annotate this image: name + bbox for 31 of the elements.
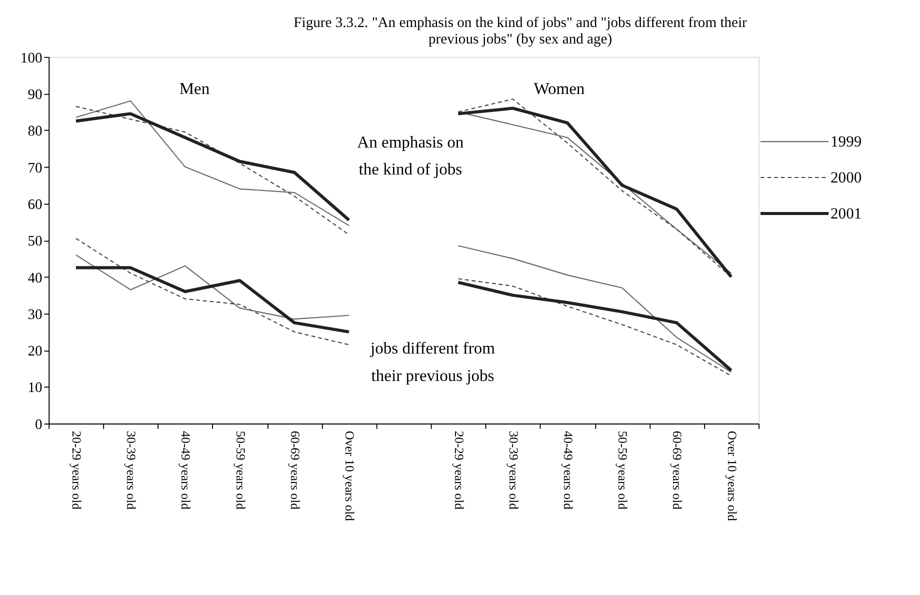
y-tick-label: 90 [28,86,42,103]
x-tick-label: 40-49 years old [561,430,576,510]
annotation: Men [179,78,210,98]
x-tick-label: 50-59 years old [233,430,248,510]
y-tick-label: 70 [28,160,42,176]
y-tick-label: 60 [28,196,42,213]
annotation: An emphasis on the kind of jobs [357,132,464,179]
x-tick-label: 20-29 years old [70,430,84,510]
y-tick-label: 80 [28,124,42,140]
x-tick-label: 30-39 years old [506,430,520,510]
y-tick-label: 0 [35,416,42,433]
legend-label: 2001 [830,205,862,222]
x-tick-label: 60-69 years old [670,430,684,510]
annotation: jobs different from their previous jobs [370,338,496,385]
x-tick-label: 60-69 years old [288,430,302,510]
legend-label: 1999 [830,133,862,150]
y-tick-label: 100 [20,50,42,66]
x-tick-label: Over 10 years old [724,430,739,522]
y-tick-label: 10 [28,380,42,396]
x-tick-label: 20-29 years old [452,430,466,510]
annotation: Women [534,78,586,98]
x-tick-label: 40-49 years old [178,430,193,510]
x-tick-label: 30-39 years old [124,430,138,510]
chart-title: Figure 3.3.2. "An emphasis on the kind of jobs" and "jobs different from their previous jobs" (by sex and age) [294,14,748,48]
y-tick-label: 30 [28,306,42,323]
x-tick-label: 50-59 years old [616,430,630,510]
y-tick-label: 50 [28,234,42,250]
x-tick-label: Over 10 years old [342,430,357,522]
legend-label: 2000 [830,169,862,186]
y-tick-label: 40 [28,270,42,286]
y-tick-label: 20 [28,344,42,360]
